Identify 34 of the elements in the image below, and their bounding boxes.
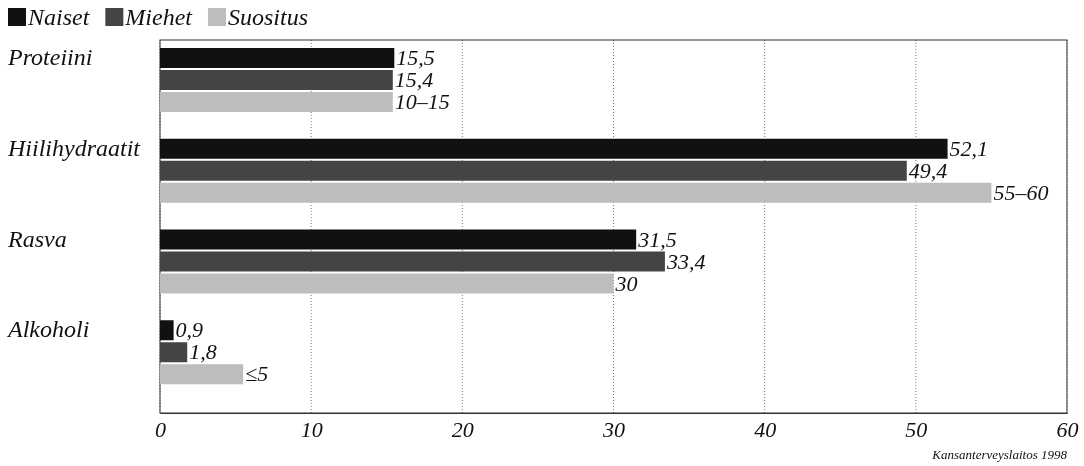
x-tick-label: 10: [300, 416, 323, 442]
data-label: ≤5: [245, 361, 269, 387]
data-label: 15,5: [396, 45, 435, 70]
text: Kansanterveyslaitos 1998: [931, 447, 1068, 462]
legend-label: Naiset: [27, 4, 91, 30]
bar: [160, 92, 393, 112]
legend-label: Suositus: [227, 4, 308, 30]
data-label: 30: [614, 270, 638, 296]
data-label: 49,4: [908, 157, 948, 183]
x-tick-label: 0: [155, 416, 166, 442]
bar: [160, 182, 992, 203]
legend-label: Miehet: [124, 4, 194, 30]
bar: [160, 138, 948, 159]
x-tick-label: 60: [1056, 416, 1079, 442]
bar: [160, 342, 188, 363]
bar: [160, 364, 244, 385]
y-tick-label: Rasva: [7, 225, 67, 252]
bar: [160, 229, 637, 250]
x-tick-label: 20: [451, 416, 474, 442]
bar: [160, 48, 395, 68]
y-tick-label: Hiilihydraatit: [7, 134, 142, 161]
bar: [160, 320, 174, 341]
bar: [160, 273, 614, 294]
x-tick-label: 30: [602, 416, 625, 442]
data-label: 55–60: [993, 179, 1049, 205]
x-tick-label: 50: [905, 416, 928, 442]
bar: [160, 251, 665, 272]
bar: [160, 70, 393, 90]
data-label: 52,1: [949, 135, 989, 161]
y-tick-label: Alkoholi: [6, 316, 90, 343]
y-tick-label: Proteiini: [7, 44, 93, 70]
data-label: 10–15: [394, 89, 450, 114]
bar: [160, 160, 907, 181]
x-tick-label: 40: [754, 416, 777, 442]
